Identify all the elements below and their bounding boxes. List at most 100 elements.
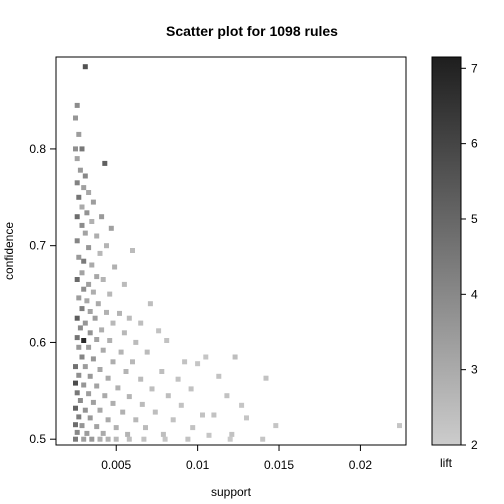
data-point <box>82 230 88 236</box>
data-point <box>99 327 105 333</box>
data-point <box>397 423 402 429</box>
data-point <box>107 338 113 343</box>
data-point <box>73 364 78 370</box>
color-scale-tick-label: 3 <box>471 363 478 377</box>
data-point <box>89 436 95 442</box>
data-point <box>79 146 85 152</box>
data-point <box>79 423 85 429</box>
data-point <box>87 309 93 314</box>
data-point <box>82 173 88 179</box>
data-point <box>86 245 92 251</box>
plot-frame <box>55 56 407 446</box>
data-point <box>211 412 217 418</box>
color-scale-bar <box>431 56 462 446</box>
data-point <box>130 359 135 365</box>
data-point <box>77 398 83 403</box>
data-points <box>73 64 402 442</box>
y-tick-label: 0.6 <box>29 335 46 349</box>
data-point <box>112 264 118 270</box>
data-point <box>160 431 166 437</box>
data-point <box>74 429 80 435</box>
data-point <box>76 372 82 378</box>
data-point <box>87 373 93 379</box>
data-point <box>79 306 85 312</box>
data-point <box>81 436 87 442</box>
data-point <box>97 407 103 413</box>
data-point <box>92 315 98 321</box>
y-tick-label: 0.8 <box>29 142 46 156</box>
data-point <box>82 364 88 370</box>
data-point <box>81 382 87 388</box>
color-scale-tick-label: 6 <box>471 137 478 151</box>
data-point <box>76 295 82 301</box>
y-axis-label: confidence <box>2 222 16 280</box>
data-point <box>115 385 121 391</box>
chart-title: Scatter plot for 1098 rules <box>166 23 338 39</box>
data-point <box>113 425 119 431</box>
data-point <box>110 359 116 365</box>
data-point <box>130 248 135 253</box>
data-point <box>97 367 103 372</box>
data-point <box>94 424 100 430</box>
data-point <box>105 417 111 423</box>
data-point <box>79 204 85 210</box>
data-point <box>260 436 266 442</box>
data-point <box>126 394 132 400</box>
data-point <box>97 250 103 256</box>
data-point <box>95 301 101 307</box>
data-point <box>156 328 162 334</box>
data-point <box>144 349 150 355</box>
data-point <box>175 376 181 382</box>
data-point <box>90 356 96 362</box>
data-point <box>74 238 80 244</box>
data-point <box>79 354 85 360</box>
y-tick-label: 0.7 <box>29 239 46 253</box>
data-point <box>74 277 80 282</box>
data-point <box>102 393 108 399</box>
data-point <box>77 167 83 173</box>
data-point <box>97 436 103 442</box>
data-point <box>165 393 171 399</box>
data-point <box>232 354 238 360</box>
data-point <box>89 219 95 224</box>
x-axis: 0.005 0.01 0.015 0.02 <box>101 444 372 472</box>
y-tick-label: 0.5 <box>29 432 46 446</box>
data-point <box>102 160 108 166</box>
data-point <box>87 330 93 336</box>
data-point <box>84 430 90 436</box>
data-point <box>178 402 184 408</box>
data-point <box>100 430 106 436</box>
data-point <box>86 391 92 397</box>
x-tick-label: 0.01 <box>186 458 210 472</box>
data-point <box>79 222 85 228</box>
data-point <box>126 436 132 442</box>
data-point <box>108 225 114 231</box>
data-point <box>76 414 82 420</box>
data-point <box>143 425 148 431</box>
data-point <box>113 436 119 442</box>
data-point <box>84 298 90 304</box>
data-point <box>185 436 191 442</box>
color-scale-axis: 2 3 4 5 6 7 <box>461 61 478 452</box>
data-point <box>188 386 194 392</box>
data-point <box>104 243 109 249</box>
data-point <box>73 436 78 442</box>
data-point <box>82 64 88 70</box>
color-scale-tick-label: 2 <box>471 438 478 452</box>
data-point <box>74 315 80 321</box>
data-point <box>216 373 222 379</box>
x-tick-label: 0.005 <box>101 458 131 472</box>
data-point <box>190 425 196 431</box>
data-point <box>200 412 205 418</box>
data-point <box>121 281 127 287</box>
data-point <box>118 349 124 355</box>
data-point <box>227 436 233 442</box>
data-point <box>105 436 111 442</box>
data-point <box>94 233 100 239</box>
data-point <box>84 210 90 216</box>
data-point <box>224 393 230 399</box>
data-point <box>100 347 106 353</box>
data-point <box>82 320 88 326</box>
data-point <box>121 330 127 336</box>
